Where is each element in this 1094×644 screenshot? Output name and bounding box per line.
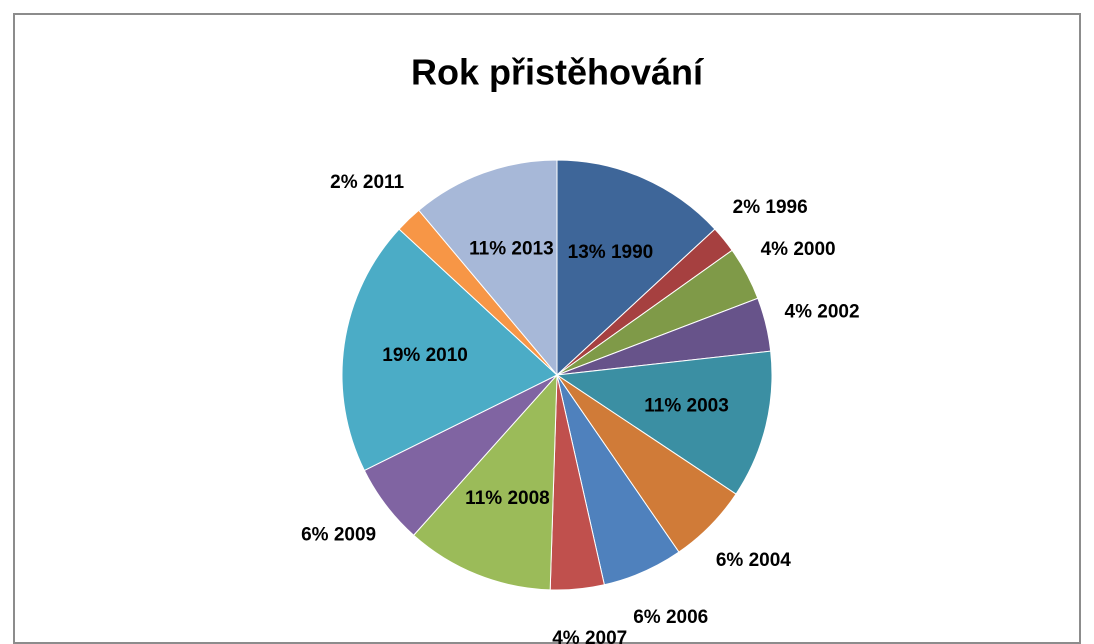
category-label: 2008 — [507, 488, 549, 509]
category-label: 2011 — [363, 172, 405, 193]
data-label: 2% 1996 — [733, 197, 808, 218]
category-label: 2003 — [687, 395, 729, 416]
data-label: 6% 2004 — [716, 550, 791, 571]
value-label: 4% — [552, 628, 580, 644]
data-label: 6% 2006 — [633, 607, 708, 628]
data-label: 11% 2003 — [644, 395, 729, 416]
category-label: 1996 — [765, 197, 807, 218]
pie-slice — [555, 350, 773, 495]
value-label: 2% — [733, 197, 761, 218]
value-label: 4% — [761, 239, 789, 260]
category-label: 2007 — [585, 628, 627, 644]
data-label: 4% 2007 — [552, 628, 627, 644]
category-label: 2004 — [749, 550, 792, 571]
value-label: 6% — [301, 525, 329, 546]
category-label: 2009 — [334, 525, 376, 546]
pie-slice — [556, 159, 716, 377]
data-label: 19% 2010 — [382, 345, 468, 366]
category-label: 2002 — [817, 302, 859, 323]
chart-title: Rok přistěhování — [411, 52, 704, 93]
data-label: 13% 1990 — [568, 242, 654, 263]
pie-slice — [412, 373, 558, 591]
value-label: 6% — [633, 607, 661, 628]
value-label: 11% — [469, 239, 506, 260]
category-label: 2006 — [666, 607, 708, 628]
value-label: 11% — [465, 488, 502, 509]
data-label: 11% 2008 — [465, 488, 550, 509]
value-label: 13% — [568, 242, 606, 263]
value-label: 4% — [785, 302, 813, 323]
pie-slice — [341, 228, 558, 472]
value-label: 6% — [716, 550, 744, 571]
value-label: 11% — [644, 395, 681, 416]
data-label: 2% 2011 — [330, 172, 404, 193]
category-label: 2013 — [511, 239, 553, 260]
data-label: 4% 2000 — [761, 239, 836, 260]
category-label: 2010 — [426, 345, 468, 366]
pie-slice — [418, 159, 558, 377]
category-label: 1990 — [611, 242, 653, 263]
data-label: 11% 2013 — [469, 239, 554, 260]
data-label: 4% 2002 — [785, 302, 860, 323]
value-label: 2% — [330, 172, 358, 193]
value-label: 19% — [382, 345, 420, 366]
category-label: 2000 — [793, 239, 835, 260]
data-label: 6% 2009 — [301, 525, 376, 546]
